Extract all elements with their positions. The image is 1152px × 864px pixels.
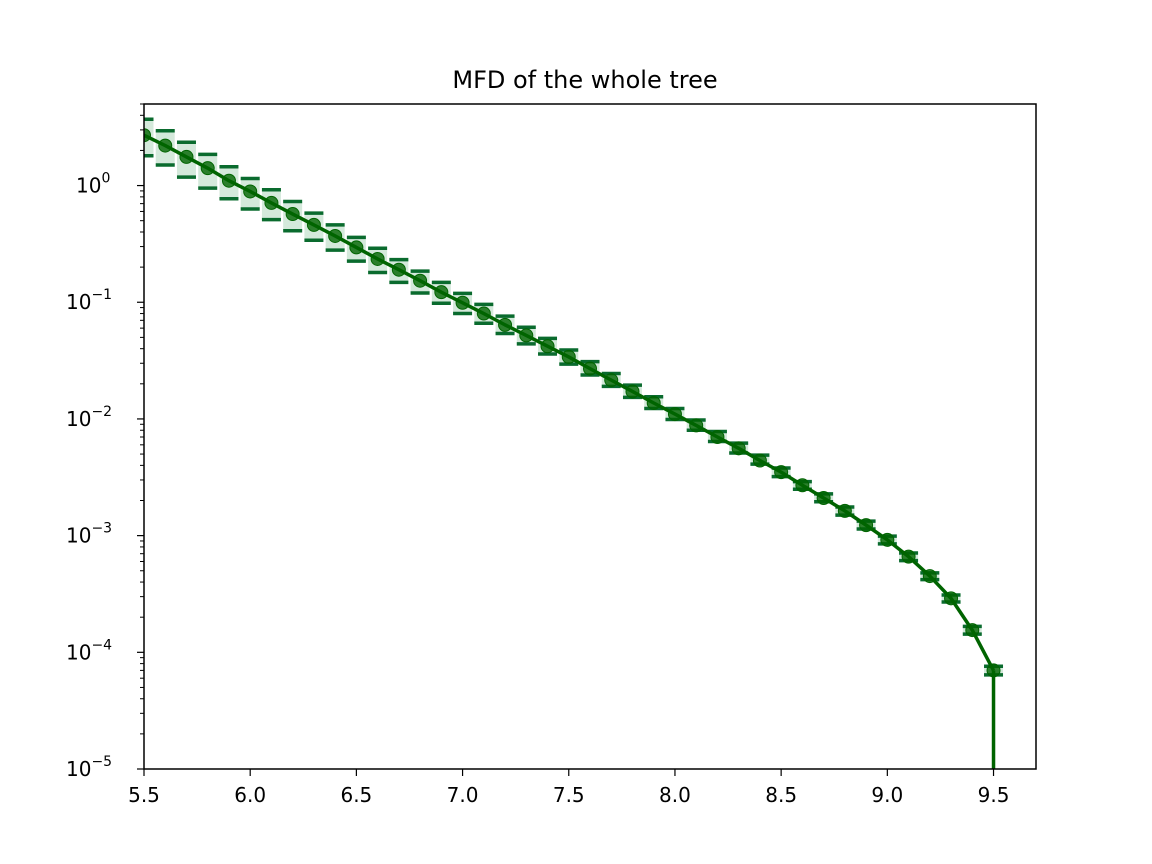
data-point	[901, 549, 916, 564]
x-tick-label: 8.0	[659, 783, 691, 807]
data-point	[285, 207, 300, 222]
data-point	[519, 328, 534, 343]
x-tick-label: 6.0	[234, 783, 266, 807]
data-point	[646, 395, 661, 410]
data-point	[625, 384, 640, 399]
data-point	[986, 663, 1001, 678]
data-point	[710, 430, 725, 445]
data-point	[158, 138, 173, 153]
data-point	[965, 623, 980, 638]
data-point	[816, 491, 831, 506]
data-point	[752, 453, 767, 468]
data-point	[561, 349, 576, 364]
data-point	[837, 503, 852, 518]
data-point	[391, 262, 406, 277]
data-point	[604, 373, 619, 388]
data-point	[583, 361, 597, 376]
data-point	[540, 339, 555, 354]
y-tick-label: 10−3	[66, 521, 112, 548]
data-point	[859, 518, 874, 533]
data-point	[243, 184, 258, 199]
data-point	[476, 306, 491, 321]
data-point	[328, 228, 343, 243]
data-point	[774, 465, 789, 480]
data-point	[944, 591, 959, 606]
data-point	[413, 273, 428, 288]
data-point	[731, 441, 746, 456]
data-point	[667, 407, 682, 422]
x-tick-label: 5.5	[128, 783, 160, 807]
data-point	[349, 240, 364, 255]
data-point	[200, 161, 215, 176]
y-tick-label: 10−1	[66, 287, 112, 314]
data-point	[434, 285, 449, 300]
data-point	[370, 251, 385, 266]
chart-marks	[144, 117, 1004, 769]
axes: 5.5 6.0 6.5 7.0 7.5 8.0 8.5 9.0 9.5 100 10−1 10−2 10…	[66, 103, 1037, 807]
y-tick-label: 10−2	[66, 404, 112, 431]
data-point	[179, 149, 194, 164]
y-tick-label: 10−5	[66, 754, 112, 781]
data-point	[795, 478, 810, 493]
data-point	[306, 217, 321, 232]
y-tick-label: 100	[76, 171, 110, 198]
x-tick-label: 9.5	[978, 783, 1010, 807]
chart-title: MFD of the whole tree	[452, 66, 717, 94]
data-point	[144, 128, 151, 143]
x-tick-label: 6.5	[340, 783, 372, 807]
data-point	[455, 295, 470, 310]
x-tick-label: 7.0	[447, 783, 479, 807]
y-tick-label: 10−4	[66, 637, 112, 664]
data-point	[922, 569, 937, 584]
data-point	[498, 317, 513, 332]
plot-frame	[143, 103, 1037, 770]
data-point	[689, 418, 704, 433]
x-tick-label: 9.0	[871, 783, 903, 807]
x-tick-label: 7.5	[553, 783, 585, 807]
data-point	[221, 173, 236, 188]
data-point	[880, 532, 895, 547]
data-point	[264, 195, 279, 210]
x-tick-label: 8.5	[765, 783, 797, 807]
